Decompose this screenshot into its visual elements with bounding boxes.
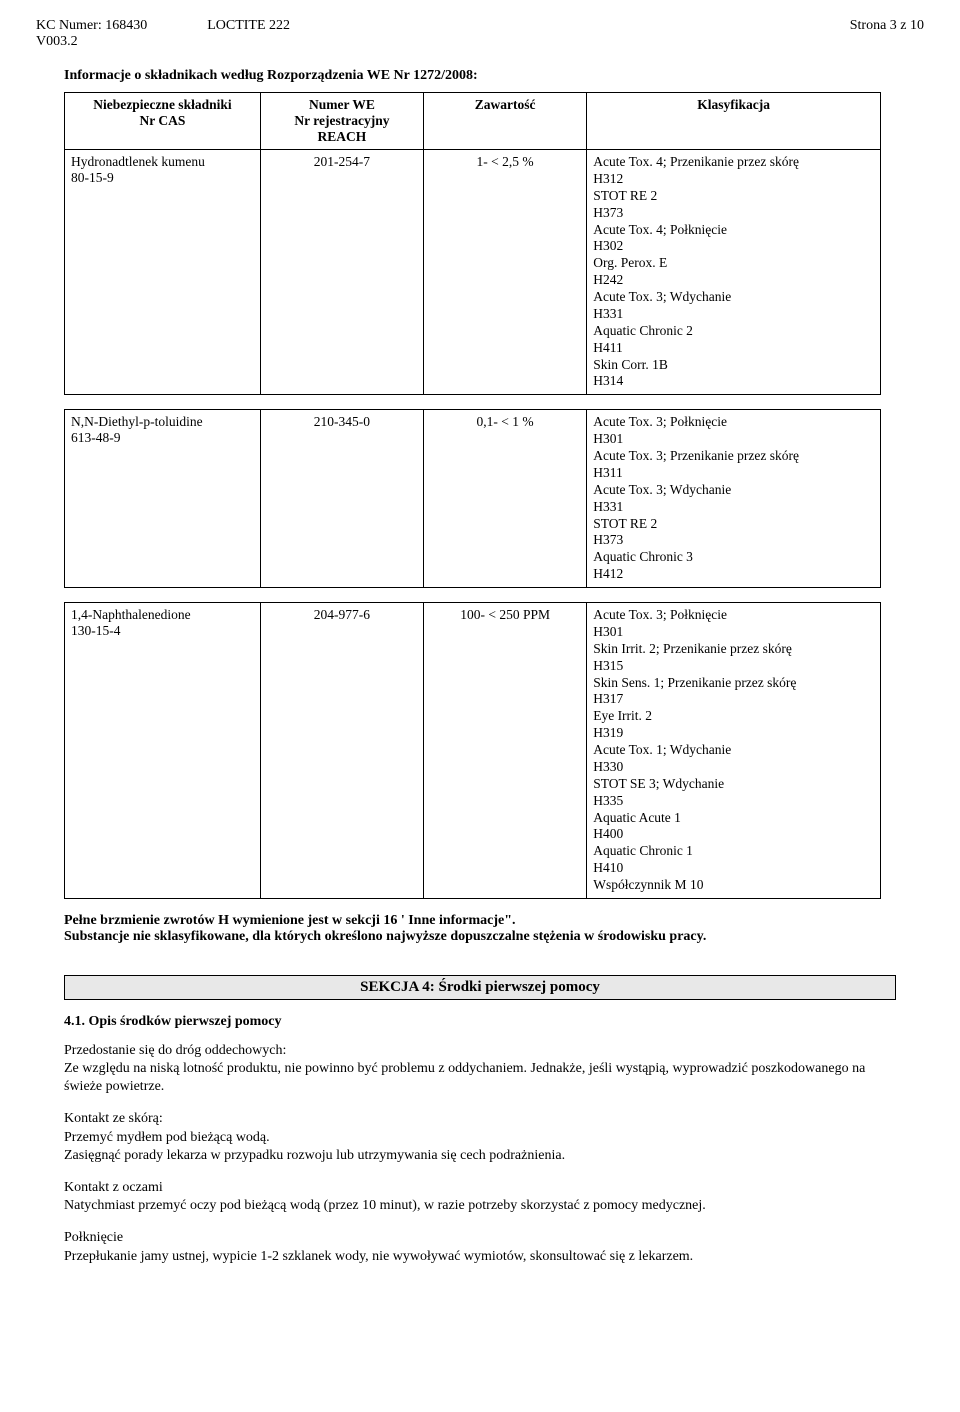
ingredients-title: Informacje o składnikach według Rozporzą… — [64, 68, 924, 84]
ingredients-table-2: N,N-Diethyl-p-toluidine 613-48-9 210-345… — [64, 409, 881, 588]
ingredients-table-1: Niebezpieczne składniki Nr CAS Numer WE … — [64, 92, 881, 395]
table-row: Hydronadtlenek kumenu 80-15-9 201-254-7 … — [65, 150, 881, 395]
cell-we: 210-345-0 — [260, 410, 423, 588]
cell-name: N,N-Diethyl-p-toluidine 613-48-9 — [65, 410, 261, 588]
table-header-row: Niebezpieczne składniki Nr CAS Numer WE … — [65, 93, 881, 150]
skin-lead: Kontakt ze skórą: — [64, 1110, 896, 1128]
inhalation-lead: Przedostanie się do dróg oddechowych: — [64, 1042, 896, 1060]
eyes-body: Natychmiast przemyć oczy pod bieżącą wod… — [64, 1198, 706, 1213]
ingestion-lead: Połknięcie — [64, 1229, 896, 1247]
th-we-l1: Numer WE — [309, 97, 375, 112]
kc-number: KC Numer: 168430 — [36, 18, 147, 33]
cas-number: 130-15-4 — [71, 623, 121, 638]
table-row: 1,4-Naphthalenedione 130-15-4 204-977-6 … — [65, 603, 881, 899]
skin-body-2: Zasięgnąć porady lekarza w przypadku roz… — [64, 1148, 565, 1163]
cell-content: 100- < 250 PPM — [424, 603, 587, 899]
first-aid-eyes: Kontakt z oczami Natychmiast przemyć ocz… — [64, 1179, 896, 1215]
th-we-l2: Nr rejestracyjny — [294, 113, 389, 128]
cas-number: 613-48-9 — [71, 430, 121, 445]
cell-classification: Acute Tox. 4; Przenikanie przez skórę H3… — [587, 150, 881, 395]
th-content: Zawartość — [424, 93, 587, 150]
th-classification: Klasyfikacja — [587, 93, 881, 150]
classification-text: Acute Tox. 4; Przenikanie przez skórę H3… — [593, 154, 874, 390]
th-we-number: Numer WE Nr rejestracyjny REACH — [260, 93, 423, 150]
table-row: N,N-Diethyl-p-toluidine 613-48-9 210-345… — [65, 410, 881, 588]
classification-text: Acute Tox. 3; Połknięcie H301 Acute Tox.… — [593, 414, 874, 583]
ingestion-body: Przepłukanie jamy ustnej, wypicie 1-2 sz… — [64, 1249, 693, 1264]
page-header: KC Numer: 168430 V003.2 LOCTITE 222 Stro… — [36, 18, 924, 50]
cell-we: 204-977-6 — [260, 603, 423, 899]
cell-classification: Acute Tox. 3; Połknięcie H301 Acute Tox.… — [587, 410, 881, 588]
cell-name: Hydronadtlenek kumenu 80-15-9 — [65, 150, 261, 395]
inhalation-body: Ze względu na niską lotność produktu, ni… — [64, 1061, 865, 1094]
th-substance-l1: Niebezpieczne składniki — [93, 97, 231, 112]
cell-content: 0,1- < 1 % — [424, 410, 587, 588]
substance-name: Hydronadtlenek kumenu — [71, 154, 205, 169]
ingredients-table-3: 1,4-Naphthalenedione 130-15-4 204-977-6 … — [64, 602, 881, 899]
th-substance: Niebezpieczne składniki Nr CAS — [65, 93, 261, 150]
footnote-line-1: Pełne brzmienie zwrotów H wymienione jes… — [64, 913, 924, 929]
footnote-line-2: Substancje nie sklasyfikowane, dla który… — [64, 929, 924, 945]
classification-text: Acute Tox. 3; Połknięcie H301 Skin Irrit… — [593, 607, 874, 894]
first-aid-ingestion: Połknięcie Przepłukanie jamy ustnej, wyp… — [64, 1229, 896, 1265]
first-aid-skin: Kontakt ze skórą: Przemyć mydłem pod bie… — [64, 1110, 896, 1165]
header-page: Strona 3 z 10 — [850, 18, 924, 50]
version: V003.2 — [36, 34, 78, 49]
first-aid-inhalation: Przedostanie się do dróg oddechowych: Ze… — [64, 1042, 896, 1097]
page: KC Numer: 168430 V003.2 LOCTITE 222 Stro… — [0, 0, 960, 1316]
cell-classification: Acute Tox. 3; Połknięcie H301 Skin Irrit… — [587, 603, 881, 899]
section-4-bar: SEKCJA 4: Środki pierwszej pomocy — [64, 975, 896, 1000]
cell-we: 201-254-7 — [260, 150, 423, 395]
header-left: KC Numer: 168430 V003.2 — [36, 18, 147, 50]
header-product: LOCTITE 222 — [147, 18, 850, 50]
eyes-lead: Kontakt z oczami — [64, 1179, 896, 1197]
skin-body-1: Przemyć mydłem pod bieżącą wodą. — [64, 1129, 896, 1147]
substance-name: N,N-Diethyl-p-toluidine — [71, 414, 203, 429]
cell-name: 1,4-Naphthalenedione 130-15-4 — [65, 603, 261, 899]
th-we-l3: REACH — [318, 129, 367, 144]
footnote-block: Pełne brzmienie zwrotów H wymienione jes… — [64, 913, 924, 945]
substance-name: 1,4-Naphthalenedione — [71, 607, 191, 622]
cell-content: 1- < 2,5 % — [424, 150, 587, 395]
section-4-1-heading: 4.1. Opis środków pierwszej pomocy — [64, 1014, 924, 1030]
th-substance-l2: Nr CAS — [139, 113, 185, 128]
cas-number: 80-15-9 — [71, 170, 114, 185]
